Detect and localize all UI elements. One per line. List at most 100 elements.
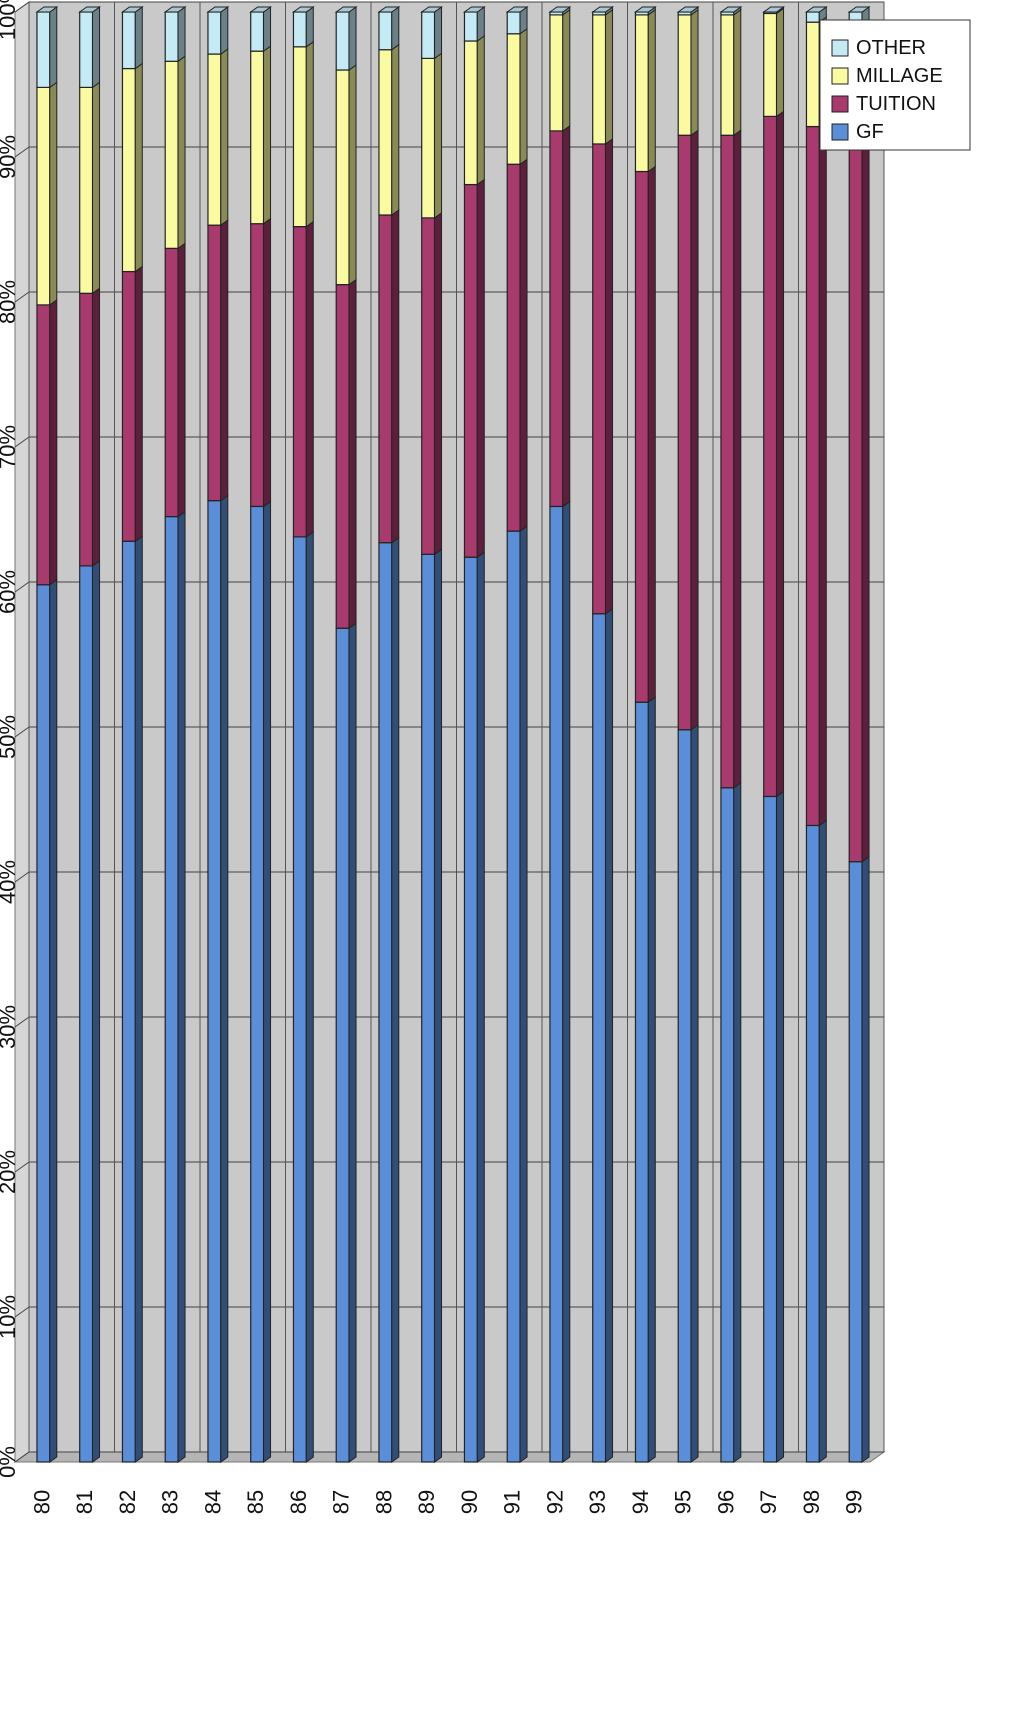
bar-side-millage-83 xyxy=(177,55,186,250)
bar-millage-88 xyxy=(378,49,393,216)
bar-tuition-99 xyxy=(848,130,863,863)
bar-side-tuition-98 xyxy=(818,120,827,827)
bar-tuition-89 xyxy=(421,217,436,555)
bar-millage-94 xyxy=(634,14,649,173)
bar-gf-98 xyxy=(805,824,820,1463)
bar-millage-86 xyxy=(292,46,307,228)
bar-side-gf-82 xyxy=(134,535,143,1463)
bar-side-millage-94 xyxy=(647,8,656,173)
bar-tuition-83 xyxy=(164,247,179,518)
bar-tuition-96 xyxy=(720,134,735,789)
bar-millage-91 xyxy=(506,33,521,165)
bar-side-other-86 xyxy=(305,6,314,48)
legend-swatch-millage xyxy=(831,67,849,85)
category-label: 93 xyxy=(585,1490,610,1514)
bar-side-gf-93 xyxy=(605,607,614,1463)
bar-gf-81 xyxy=(79,565,94,1463)
bar-other-88 xyxy=(378,11,393,51)
bar-gf-88 xyxy=(378,542,393,1463)
bar-top-82 xyxy=(120,6,144,13)
bar-gf-94 xyxy=(634,701,649,1463)
floor xyxy=(13,1451,886,1463)
bar-side-gf-97 xyxy=(776,790,785,1463)
bar-tuition-80 xyxy=(36,304,51,586)
bar-side-gf-88 xyxy=(391,536,400,1463)
gridline-depth-3 xyxy=(14,1016,30,1028)
bar-side-gf-89 xyxy=(434,548,443,1463)
value-axis-ticks: 0% 10% 20% 30% 40% 50% 60% 70% 80% 90% 100% xyxy=(0,0,20,1478)
bar-side-gf-83 xyxy=(177,510,186,1463)
bar-side-millage-84 xyxy=(220,48,229,227)
bar-millage-89 xyxy=(421,57,436,219)
legend-swatch-gf xyxy=(831,123,849,141)
value-tick-label: 100% xyxy=(0,0,20,40)
category-label: 95 xyxy=(671,1490,696,1514)
legend-label-millage: MILLAGE xyxy=(856,65,943,87)
bar-side-millage-88 xyxy=(391,43,400,216)
bar-tuition-97 xyxy=(763,115,778,798)
bar-top-93 xyxy=(591,6,615,13)
bar-top-99 xyxy=(847,6,871,13)
bar-top-81 xyxy=(78,6,102,13)
bar-other-85 xyxy=(250,11,265,52)
bar-top-87 xyxy=(334,6,358,13)
value-tick-label: 80% xyxy=(0,280,20,324)
bar-side-gf-98 xyxy=(818,819,827,1463)
bar-side-millage-90 xyxy=(476,35,485,186)
bar-side-tuition-84 xyxy=(220,219,229,502)
bar-gf-83 xyxy=(164,515,179,1463)
bar-side-tuition-81 xyxy=(92,287,101,567)
bars xyxy=(35,6,871,1463)
category-label: 81 xyxy=(72,1490,97,1514)
bar-millage-95 xyxy=(677,14,692,136)
bar-gf-86 xyxy=(292,536,307,1463)
bar-side-millage-89 xyxy=(434,52,443,219)
bar-side-tuition-91 xyxy=(519,158,528,533)
category-label: 85 xyxy=(243,1490,268,1514)
bar-side-millage-97 xyxy=(776,7,785,118)
bar-side-gf-84 xyxy=(220,494,229,1463)
bar-tuition-93 xyxy=(592,143,607,615)
bar-other-80 xyxy=(36,11,51,89)
bar-side-gf-80 xyxy=(49,578,58,1463)
category-label: 90 xyxy=(457,1490,482,1514)
bar-side-gf-86 xyxy=(305,530,314,1463)
category-label: 92 xyxy=(542,1490,567,1514)
legend-swatch-tuition xyxy=(831,95,849,113)
bar-millage-83 xyxy=(164,60,179,249)
bar-other-81 xyxy=(79,11,94,89)
gridline-depth-9 xyxy=(14,146,30,158)
bar-gf-95 xyxy=(677,729,692,1463)
bar-side-millage-91 xyxy=(519,27,528,166)
bar-side-tuition-94 xyxy=(647,165,656,704)
legend-swatch-other xyxy=(831,39,849,57)
bar-top-83 xyxy=(163,6,187,13)
legend-label-other: OTHER xyxy=(856,37,926,59)
category-label: 88 xyxy=(371,1490,396,1514)
gridline-depth-5 xyxy=(14,726,30,738)
value-tick-label: 50% xyxy=(0,715,20,759)
bar-side-tuition-93 xyxy=(605,137,614,615)
legend: OTHER MILLAGE TUITION GF xyxy=(819,19,971,151)
bar-side-gf-91 xyxy=(519,525,528,1463)
bar-side-tuition-90 xyxy=(476,178,485,559)
bar-side-millage-87 xyxy=(348,64,357,286)
bar-side-tuition-88 xyxy=(391,209,400,544)
bar-gf-84 xyxy=(207,500,222,1463)
bar-top-95 xyxy=(676,6,700,13)
bar-other-98 xyxy=(805,11,820,23)
bar-tuition-98 xyxy=(805,125,820,827)
bar-side-other-88 xyxy=(391,6,400,51)
category-label: 80 xyxy=(29,1490,54,1514)
bar-side-millage-86 xyxy=(305,40,314,228)
bar-side-millage-96 xyxy=(733,8,742,137)
gridline-depth-6 xyxy=(14,581,30,593)
bar-tuition-81 xyxy=(79,292,94,567)
bar-millage-82 xyxy=(121,67,136,273)
gridline-depth-4 xyxy=(14,871,30,883)
bar-top-94 xyxy=(633,6,657,13)
bar-top-84 xyxy=(206,6,230,13)
bar-tuition-94 xyxy=(634,170,649,703)
bar-millage-80 xyxy=(36,86,51,306)
gridline-depth-1 xyxy=(14,1306,30,1318)
